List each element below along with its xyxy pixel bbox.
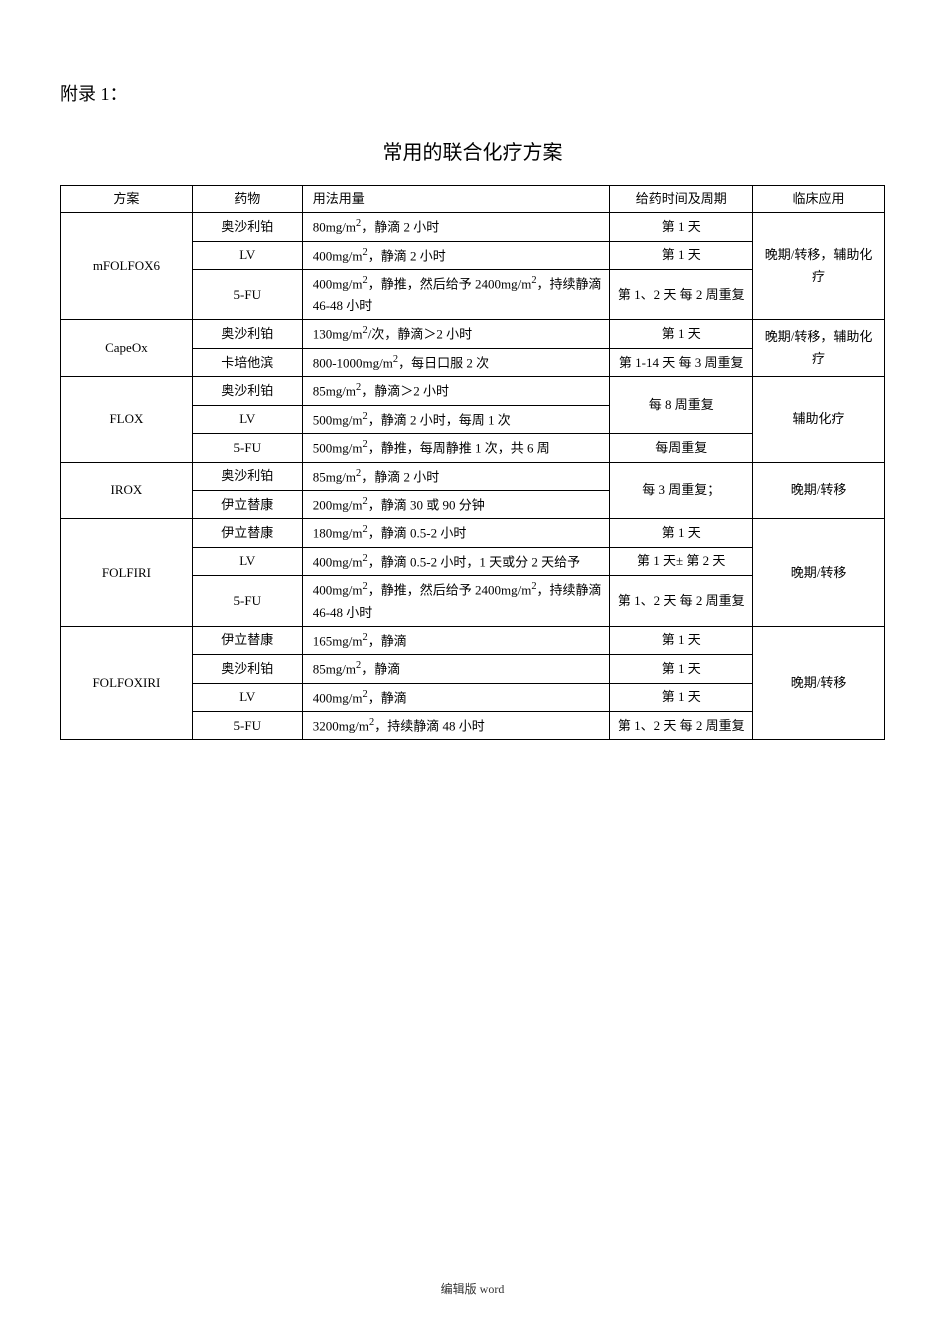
dose-cell: 400mg/m2，静滴 2 小时 [302,241,610,269]
drug-cell: LV [192,405,302,433]
plan-cell: CapeOx [61,320,193,377]
table-header-cell: 临床应用 [753,186,885,213]
plan-cell: mFOLFOX6 [61,213,193,320]
plan-cell: FOLFOXIRI [61,626,193,740]
dose-cell: 80mg/m2，静滴 2 小时 [302,213,610,241]
dose-cell: 180mg/m2，静滴 0.5-2 小时 [302,519,610,547]
table-row: IROX奥沙利铂85mg/m2，静滴 2 小时每 3 周重复；晚期/转移 [61,462,885,490]
drug-cell: 奥沙利铂 [192,462,302,490]
drug-cell: 奥沙利铂 [192,655,302,683]
time-cell: 第 1 天 [610,626,753,654]
table-header-row: 方案药物用法用量给药时间及周期临床应用 [61,186,885,213]
table-row: FLOX奥沙利铂85mg/m2，静滴＞2 小时每 8 周重复辅助化疗 [61,377,885,405]
table-row: mFOLFOX6奥沙利铂80mg/m2，静滴 2 小时第 1 天晚期/转移，辅助… [61,213,885,241]
appendix-label: 附录 1： [60,80,885,106]
time-cell: 第 1、2 天 每 2 周重复 [610,576,753,627]
use-cell: 晚期/转移 [753,462,885,519]
time-cell: 第 1 天 [610,655,753,683]
dose-cell: 85mg/m2，静滴＞2 小时 [302,377,610,405]
drug-cell: 伊立替康 [192,490,302,518]
drug-cell: 卡培他滨 [192,348,302,376]
dose-cell: 3200mg/m2，持续静滴 48 小时 [302,712,610,740]
plan-cell: FOLFIRI [61,519,193,626]
dose-cell: 400mg/m2，静滴 [302,683,610,711]
time-cell: 每 3 周重复； [610,462,753,519]
time-cell: 第 1 天 [610,241,753,269]
page-title: 常用的联合化疗方案 [60,136,885,165]
drug-cell: LV [192,547,302,575]
table-header-cell: 用法用量 [302,186,610,213]
dose-cell: 400mg/m2，静滴 0.5-2 小时，1 天或分 2 天给予 [302,547,610,575]
dose-cell: 165mg/m2，静滴 [302,626,610,654]
use-cell: 晚期/转移，辅助化疗 [753,320,885,377]
page-footer: 编辑版 word [0,1280,945,1297]
time-cell: 每 8 周重复 [610,377,753,434]
drug-cell: 5-FU [192,434,302,462]
dose-cell: 800-1000mg/m2，每日口服 2 次 [302,348,610,376]
use-cell: 辅助化疗 [753,377,885,462]
drug-cell: LV [192,241,302,269]
time-cell: 第 1 天 [610,519,753,547]
dose-cell: 400mg/m2，静推，然后给予 2400mg/m2，持续静滴 46-48 小时 [302,269,610,320]
time-cell: 每周重复 [610,434,753,462]
drug-cell: 5-FU [192,576,302,627]
table-header-cell: 方案 [61,186,193,213]
dose-cell: 500mg/m2，静滴 2 小时，每周 1 次 [302,405,610,433]
use-cell: 晚期/转移 [753,519,885,626]
time-cell: 第 1 天 [610,320,753,348]
dose-cell: 130mg/m2/次，静滴＞2 小时 [302,320,610,348]
drug-cell: 奥沙利铂 [192,320,302,348]
drug-cell: 5-FU [192,269,302,320]
regimen-table: 方案药物用法用量给药时间及周期临床应用 mFOLFOX6奥沙利铂80mg/m2，… [60,185,885,740]
drug-cell: 奥沙利铂 [192,377,302,405]
time-cell: 第 1-14 天 每 3 周重复 [610,348,753,376]
table-row: CapeOx奥沙利铂130mg/m2/次，静滴＞2 小时第 1 天晚期/转移，辅… [61,320,885,348]
time-cell: 第 1 天± 第 2 天 [610,547,753,575]
table-header-cell: 药物 [192,186,302,213]
time-cell: 第 1 天 [610,683,753,711]
dose-cell: 200mg/m2，静滴 30 或 90 分钟 [302,490,610,518]
drug-cell: 5-FU [192,712,302,740]
drug-cell: 奥沙利铂 [192,213,302,241]
dose-cell: 400mg/m2，静推，然后给予 2400mg/m2，持续静滴 46-48 小时 [302,576,610,627]
drug-cell: LV [192,683,302,711]
drug-cell: 伊立替康 [192,626,302,654]
dose-cell: 85mg/m2，静滴 2 小时 [302,462,610,490]
table-row: FOLFOXIRI伊立替康165mg/m2，静滴第 1 天晚期/转移 [61,626,885,654]
time-cell: 第 1 天 [610,213,753,241]
table-header-cell: 给药时间及周期 [610,186,753,213]
use-cell: 晚期/转移，辅助化疗 [753,213,885,320]
dose-cell: 85mg/m2，静滴 [302,655,610,683]
time-cell: 第 1、2 天 每 2 周重复 [610,712,753,740]
use-cell: 晚期/转移 [753,626,885,740]
table-row: FOLFIRI伊立替康180mg/m2，静滴 0.5-2 小时第 1 天晚期/转… [61,519,885,547]
drug-cell: 伊立替康 [192,519,302,547]
time-cell: 第 1、2 天 每 2 周重复 [610,269,753,320]
plan-cell: FLOX [61,377,193,462]
dose-cell: 500mg/m2，静推，每周静推 1 次，共 6 周 [302,434,610,462]
plan-cell: IROX [61,462,193,519]
